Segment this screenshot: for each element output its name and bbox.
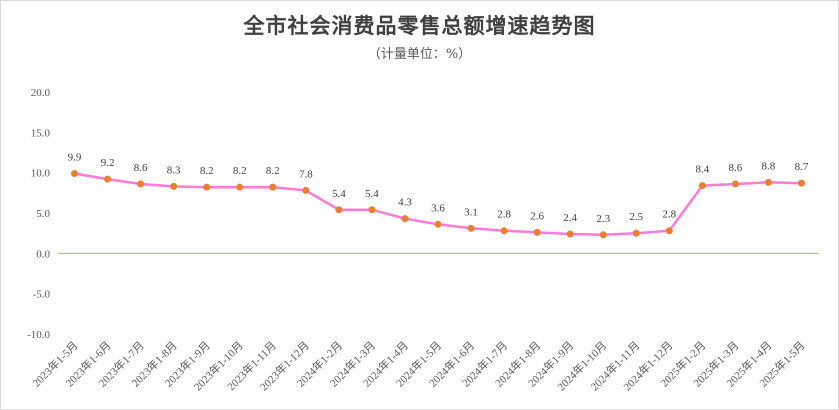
data-point [632, 229, 640, 237]
y-tick-label: 10.0 [31, 168, 51, 180]
data-labels: 9.9 9.2 8.6 8.3 8.2 8.2 8.2 7.8 5.4 5.4 4.3 3.6 3.1 2… [68, 151, 809, 224]
y-tick-label: 15.0 [31, 127, 51, 139]
data-label: 8.2 [200, 165, 214, 177]
data-label: 2.8 [662, 209, 676, 221]
data-point [401, 215, 409, 223]
data-label: 8.2 [233, 165, 247, 177]
data-label: 2.3 [596, 213, 610, 225]
data-point [71, 169, 79, 177]
data-label: 3.6 [431, 202, 445, 214]
y-tick-label: 20.0 [31, 87, 51, 99]
data-point [599, 231, 607, 239]
data-point [368, 206, 376, 214]
data-label: 8.3 [167, 164, 181, 176]
data-point [533, 228, 541, 236]
data-point [137, 180, 145, 188]
data-point [170, 182, 178, 190]
data-label: 8.6 [134, 162, 148, 174]
data-point [335, 206, 343, 214]
data-label: 5.4 [365, 188, 379, 200]
data-label: 8.2 [266, 165, 280, 177]
data-label: 8.7 [795, 161, 809, 173]
data-point [434, 220, 442, 228]
chart-subtitle: （计量单位：%） [367, 47, 472, 62]
data-point [203, 183, 211, 191]
data-point [731, 180, 739, 188]
data-point [236, 183, 244, 191]
data-label: 7.8 [299, 168, 313, 180]
y-axis-ticks: 20.0 15.0 10.0 5.0 0.0 -5.0 -10.0 [27, 87, 50, 341]
data-label: 2.5 [629, 211, 643, 223]
y-tick-label: -5.0 [33, 289, 51, 301]
data-label: 2.8 [497, 209, 511, 221]
data-point [698, 182, 706, 190]
data-point [302, 186, 310, 194]
data-point [797, 179, 805, 187]
x-axis-ticks: 2023年1-5月2023年1-6月2023年1-7月2023年1-8月2023… [29, 338, 807, 393]
data-label: 3.1 [464, 206, 478, 218]
y-tick-label: -10.0 [27, 329, 50, 341]
data-label: 9.2 [101, 157, 115, 169]
data-point [269, 183, 277, 191]
series-markers [71, 169, 805, 239]
data-label: 8.8 [762, 160, 776, 172]
data-label: 9.9 [68, 151, 82, 163]
data-point [104, 175, 112, 183]
data-label: 8.4 [695, 164, 709, 176]
data-point [467, 224, 475, 232]
y-tick-label: 0.0 [36, 248, 50, 260]
data-label: 4.3 [398, 197, 412, 209]
data-label: 2.6 [530, 210, 544, 222]
data-label: 5.4 [332, 188, 346, 200]
data-label: 2.4 [563, 212, 577, 224]
data-point [500, 227, 508, 235]
data-point [764, 178, 772, 186]
chart-title: 全市社会消费品零售总额增速趋势图 [243, 13, 596, 38]
y-tick-label: 5.0 [36, 208, 50, 220]
data-point [566, 230, 574, 238]
data-label: 8.6 [729, 162, 743, 174]
data-point [665, 227, 673, 235]
